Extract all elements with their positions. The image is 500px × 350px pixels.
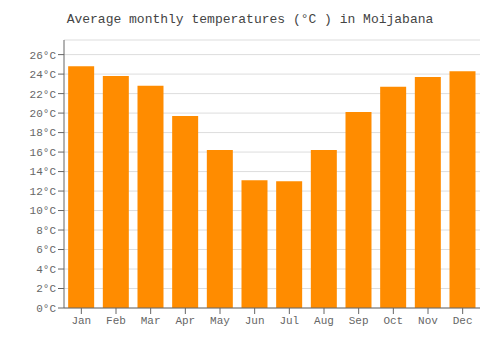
svg-text:10°C: 10°C	[30, 205, 57, 217]
svg-text:Dec: Dec	[453, 315, 473, 327]
svg-text:Jul: Jul	[279, 315, 299, 327]
svg-text:18°C: 18°C	[30, 127, 57, 139]
svg-text:12°C: 12°C	[30, 186, 57, 198]
svg-text:6°C: 6°C	[36, 244, 56, 256]
svg-text:Nov: Nov	[418, 315, 438, 327]
svg-text:24°C: 24°C	[30, 69, 57, 81]
svg-text:4°C: 4°C	[36, 264, 56, 276]
svg-text:22°C: 22°C	[30, 89, 57, 101]
svg-text:Aug: Aug	[314, 315, 334, 327]
svg-text:Apr: Apr	[175, 315, 195, 327]
svg-text:16°C: 16°C	[30, 147, 57, 159]
svg-text:20°C: 20°C	[30, 108, 57, 120]
svg-text:26°C: 26°C	[30, 50, 57, 62]
html-text:Average monthly temperatures (: Average monthly temperatures (°C ) in Mo…	[66, 12, 434, 27]
svg-text:0°C: 0°C	[36, 303, 56, 315]
svg-text:8°C: 8°C	[36, 225, 56, 237]
svg-text:2°C: 2°C	[36, 283, 56, 295]
svg-text:Mar: Mar	[141, 315, 161, 327]
svg-text:Jan: Jan	[71, 315, 91, 327]
svg-text:Sep: Sep	[349, 315, 369, 327]
svg-text:Jun: Jun	[245, 315, 265, 327]
svg-text:May: May	[210, 315, 230, 327]
svg-text:14°C: 14°C	[30, 166, 57, 178]
svg-text:Oct: Oct	[383, 315, 403, 327]
svg-text:Feb: Feb	[106, 315, 126, 327]
